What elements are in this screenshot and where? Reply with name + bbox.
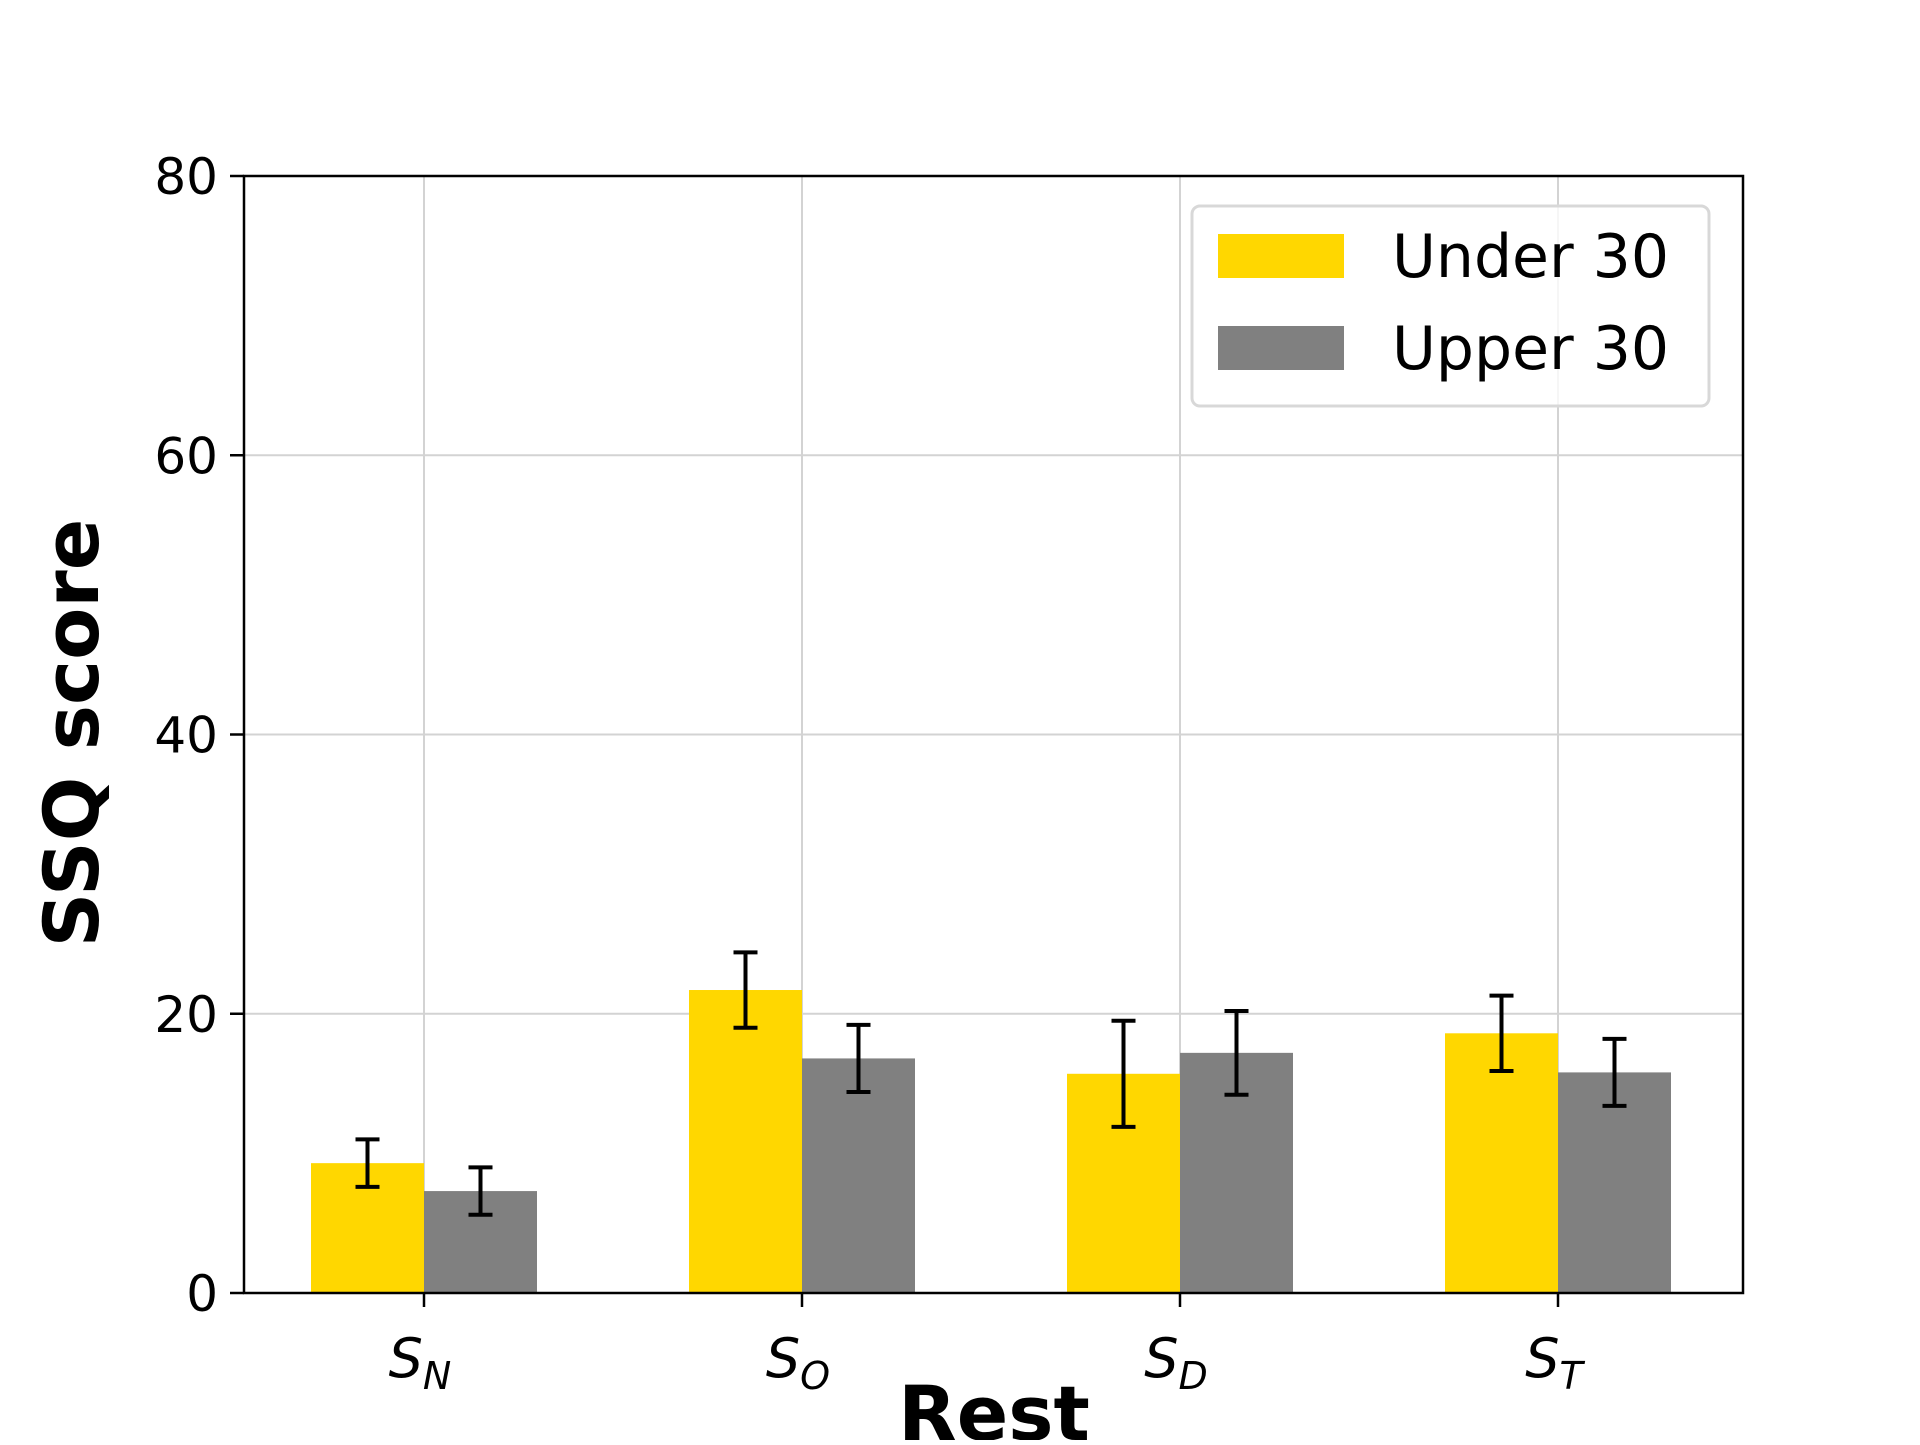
- x-tick-label-main: S: [389, 1327, 423, 1390]
- legend-label: Under 30: [1392, 222, 1669, 292]
- x-axis-title: Rest: [898, 1369, 1090, 1440]
- x-tick-label-sub: O: [800, 1354, 830, 1398]
- bar: [689, 990, 802, 1293]
- y-tick-label: 60: [154, 427, 218, 485]
- x-tick-label-main: S: [1525, 1327, 1559, 1390]
- x-tick-label: SN: [389, 1327, 452, 1398]
- error-bars: [355, 950, 1627, 1217]
- x-tick-label-sub: N: [423, 1354, 451, 1398]
- bars: [311, 990, 1671, 1293]
- x-tick-label-sub: D: [1179, 1354, 1208, 1398]
- legend-label: Upper 30: [1392, 314, 1669, 384]
- legend-swatch: [1218, 234, 1344, 278]
- bar: [802, 1058, 915, 1293]
- y-tick-label: 20: [154, 986, 218, 1044]
- x-tick-label: SO: [766, 1327, 830, 1398]
- x-tick-label: SD: [1144, 1327, 1208, 1398]
- x-tick-label: ST: [1525, 1327, 1585, 1398]
- y-tick-label: 80: [154, 148, 218, 206]
- bar: [1445, 1033, 1558, 1293]
- legend: Under 30 Upper 30: [1190, 204, 1711, 408]
- y-tick-label: 40: [154, 707, 218, 765]
- bar: [1558, 1072, 1671, 1293]
- y-axis-title: SSQ score: [27, 519, 116, 948]
- x-tick-label-main: S: [766, 1327, 800, 1390]
- legend-swatch: [1218, 326, 1344, 370]
- y-tick-label: 0: [186, 1265, 218, 1323]
- x-tick-label-main: S: [1144, 1327, 1178, 1390]
- x-tick-label-sub: T: [1560, 1354, 1586, 1398]
